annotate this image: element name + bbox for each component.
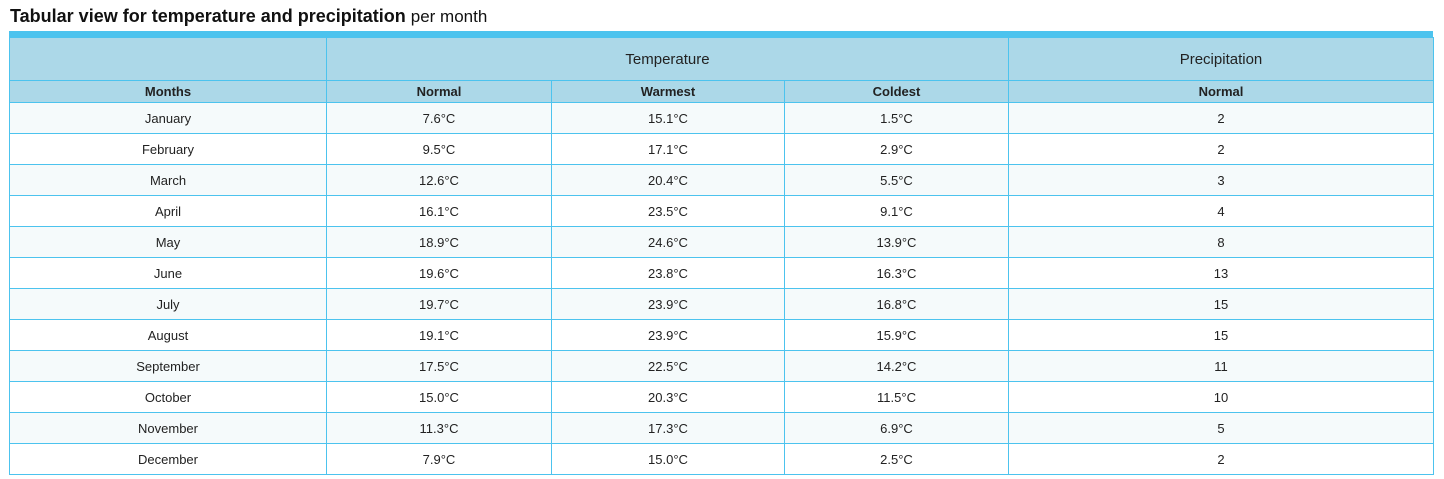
table-row: May 18.9°C 24.6°C 13.9°C 8	[9, 226, 1434, 258]
cell-normal: 19.1°C	[326, 319, 552, 351]
cell-normal: 15.0°C	[326, 381, 552, 413]
column-header-precipitation-normal: Normal	[1008, 80, 1434, 103]
cell-precipitation: 5	[1008, 412, 1434, 444]
cell-normal: 11.3°C	[326, 412, 552, 444]
cell-month: March	[9, 164, 327, 196]
cell-month: January	[9, 102, 327, 134]
table-header: Temperature Precipitation Months Normal …	[9, 37, 1434, 103]
cell-month: September	[9, 350, 327, 382]
cell-coldest: 5.5°C	[784, 164, 1009, 196]
cell-normal: 19.6°C	[326, 257, 552, 289]
cell-month: August	[9, 319, 327, 351]
cell-precipitation: 4	[1008, 195, 1434, 227]
page-title-suffix: per month	[410, 7, 488, 26]
cell-month: October	[9, 381, 327, 413]
cell-warmest: 15.0°C	[551, 443, 785, 475]
cell-warmest: 20.4°C	[551, 164, 785, 196]
table-top-bar	[9, 31, 1433, 37]
cell-warmest: 15.1°C	[551, 102, 785, 134]
header-group-row: Temperature Precipitation	[9, 37, 1434, 81]
table-row: August 19.1°C 23.9°C 15.9°C 15	[9, 319, 1434, 351]
cell-normal: 18.9°C	[326, 226, 552, 258]
cell-normal: 7.6°C	[326, 102, 552, 134]
cell-month: June	[9, 257, 327, 289]
cell-coldest: 2.9°C	[784, 133, 1009, 165]
cell-coldest: 14.2°C	[784, 350, 1009, 382]
cell-coldest: 16.8°C	[784, 288, 1009, 320]
column-header-coldest: Coldest	[784, 80, 1009, 103]
cell-coldest: 13.9°C	[784, 226, 1009, 258]
cell-warmest: 20.3°C	[551, 381, 785, 413]
cell-precipitation: 15	[1008, 319, 1434, 351]
table-row: November 11.3°C 17.3°C 6.9°C 5	[9, 412, 1434, 444]
cell-warmest: 23.5°C	[551, 195, 785, 227]
table-row: October 15.0°C 20.3°C 11.5°C 10	[9, 381, 1434, 413]
cell-warmest: 23.9°C	[551, 319, 785, 351]
cell-warmest: 23.8°C	[551, 257, 785, 289]
cell-precipitation: 8	[1008, 226, 1434, 258]
cell-warmest: 23.9°C	[551, 288, 785, 320]
cell-coldest: 6.9°C	[784, 412, 1009, 444]
cell-precipitation: 3	[1008, 164, 1434, 196]
cell-precipitation: 2	[1008, 443, 1434, 475]
cell-warmest: 17.1°C	[551, 133, 785, 165]
cell-precipitation: 13	[1008, 257, 1434, 289]
table-row: February 9.5°C 17.1°C 2.9°C 2	[9, 133, 1434, 165]
cell-warmest: 24.6°C	[551, 226, 785, 258]
header-column-row: Months Normal Warmest Coldest Normal	[9, 80, 1434, 103]
cell-precipitation: 11	[1008, 350, 1434, 382]
header-group-temperature: Temperature	[326, 37, 1009, 81]
cell-normal: 7.9°C	[326, 443, 552, 475]
cell-precipitation: 2	[1008, 102, 1434, 134]
cell-month: May	[9, 226, 327, 258]
table-row: April 16.1°C 23.5°C 9.1°C 4	[9, 195, 1434, 227]
cell-normal: 12.6°C	[326, 164, 552, 196]
table-row: June 19.6°C 23.8°C 16.3°C 13	[9, 257, 1434, 289]
column-header-normal: Normal	[326, 80, 552, 103]
table-row: July 19.7°C 23.9°C 16.8°C 15	[9, 288, 1434, 320]
column-header-warmest: Warmest	[551, 80, 785, 103]
table-row: December 7.9°C 15.0°C 2.5°C 2	[9, 443, 1434, 475]
cell-coldest: 15.9°C	[784, 319, 1009, 351]
cell-normal: 9.5°C	[326, 133, 552, 165]
header-group-precipitation: Precipitation	[1008, 37, 1434, 81]
cell-month: April	[9, 195, 327, 227]
cell-precipitation: 10	[1008, 381, 1434, 413]
cell-coldest: 16.3°C	[784, 257, 1009, 289]
cell-warmest: 22.5°C	[551, 350, 785, 382]
cell-month: November	[9, 412, 327, 444]
cell-month: February	[9, 133, 327, 165]
table-row: January 7.6°C 15.1°C 1.5°C 2	[9, 102, 1434, 134]
climate-table: Temperature Precipitation Months Normal …	[9, 37, 1434, 475]
table-body: January 7.6°C 15.1°C 1.5°C 2 February 9.…	[9, 102, 1434, 475]
cell-coldest: 1.5°C	[784, 102, 1009, 134]
cell-warmest: 17.3°C	[551, 412, 785, 444]
cell-month: December	[9, 443, 327, 475]
column-header-months: Months	[9, 80, 327, 103]
cell-normal: 19.7°C	[326, 288, 552, 320]
cell-normal: 16.1°C	[326, 195, 552, 227]
cell-coldest: 11.5°C	[784, 381, 1009, 413]
header-group-blank	[9, 37, 327, 81]
cell-coldest: 9.1°C	[784, 195, 1009, 227]
cell-month: July	[9, 288, 327, 320]
table-row: March 12.6°C 20.4°C 5.5°C 3	[9, 164, 1434, 196]
cell-precipitation: 15	[1008, 288, 1434, 320]
page-title-main: Tabular view for temperature and precipi…	[10, 6, 406, 26]
cell-precipitation: 2	[1008, 133, 1434, 165]
cell-coldest: 2.5°C	[784, 443, 1009, 475]
cell-normal: 17.5°C	[326, 350, 552, 382]
page-title: Tabular view for temperature and precipi…	[10, 5, 487, 28]
climate-table-container: Temperature Precipitation Months Normal …	[9, 31, 1434, 475]
table-row: September 17.5°C 22.5°C 14.2°C 11	[9, 350, 1434, 382]
